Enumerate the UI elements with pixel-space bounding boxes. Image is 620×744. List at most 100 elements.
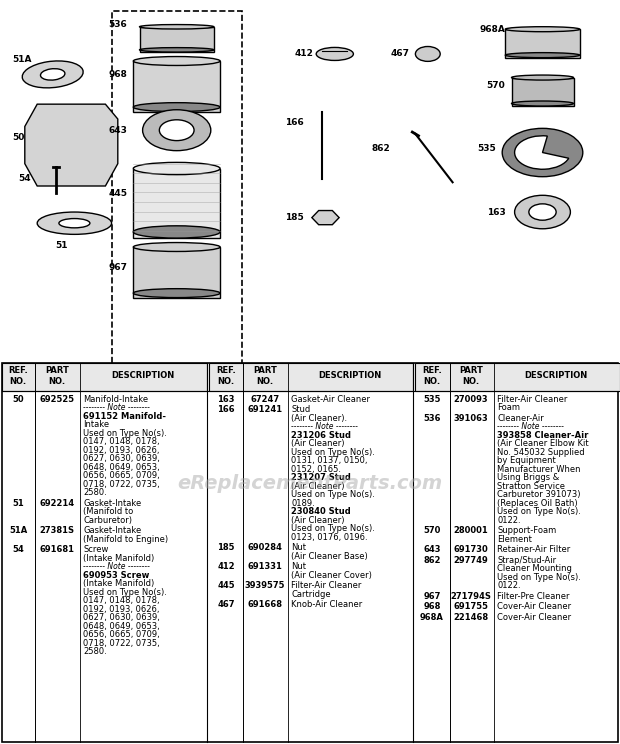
Bar [415, 363, 620, 391]
Text: 968: 968 [423, 603, 441, 612]
Text: -------- Note --------: -------- Note -------- [291, 423, 358, 432]
Text: 570: 570 [423, 527, 441, 536]
Text: (Air Cleaner).: (Air Cleaner). [291, 414, 347, 423]
Ellipse shape [37, 212, 112, 234]
Text: REF.
NO.: REF. NO. [216, 366, 236, 385]
Text: 185: 185 [217, 543, 235, 552]
Text: (Manifold to: (Manifold to [83, 507, 133, 516]
Text: 0123, 0176, 0196.: 0123, 0176, 0196. [291, 533, 368, 542]
Text: DESCRIPTION: DESCRIPTION [112, 371, 175, 380]
Text: 0122.: 0122. [497, 516, 521, 525]
Text: Support-Foam: Support-Foam [497, 527, 556, 536]
Text: Element: Element [497, 535, 532, 544]
Ellipse shape [512, 101, 574, 106]
Ellipse shape [140, 48, 214, 52]
Text: PART
NO.: PART NO. [459, 366, 483, 385]
Text: 230840 Stud: 230840 Stud [291, 507, 351, 516]
Text: PART
NO.: PART NO. [45, 366, 69, 385]
Text: Used on Type No(s).: Used on Type No(s). [497, 573, 581, 582]
Text: 393858 Cleaner-Air: 393858 Cleaner-Air [497, 431, 588, 440]
Text: 536: 536 [108, 19, 127, 29]
Text: Cleaner-Air: Cleaner-Air [497, 414, 544, 423]
Text: 0131, 0137, 0150,: 0131, 0137, 0150, [291, 456, 368, 466]
Text: 690284: 690284 [247, 543, 283, 552]
Text: 968: 968 [108, 70, 127, 79]
Text: Cover-Air Cleaner: Cover-Air Cleaner [497, 613, 571, 622]
Text: 692214: 692214 [40, 499, 74, 508]
Text: Used on Type No(s).: Used on Type No(s). [497, 507, 581, 516]
Text: 0627, 0630, 0639,: 0627, 0630, 0639, [83, 455, 160, 464]
Text: 67247: 67247 [250, 395, 280, 404]
Text: Used on Type No(s).: Used on Type No(s). [83, 588, 167, 597]
Text: 271794S: 271794S [451, 592, 492, 601]
Text: 862: 862 [423, 556, 441, 565]
Text: Manufacturer When: Manufacturer When [497, 465, 580, 474]
Text: (Air Cleaner Elbow Kit: (Air Cleaner Elbow Kit [497, 440, 588, 449]
Text: 691331: 691331 [247, 562, 283, 571]
Text: Nut: Nut [291, 562, 306, 571]
Text: 231206 Stud: 231206 Stud [291, 431, 351, 440]
Text: 0627, 0630, 0639,: 0627, 0630, 0639, [83, 614, 160, 623]
Text: (Intake Manifold): (Intake Manifold) [83, 580, 154, 589]
Text: 270093: 270093 [454, 395, 489, 404]
FancyBboxPatch shape [133, 247, 220, 298]
Text: 570: 570 [487, 81, 505, 90]
Text: 412: 412 [294, 49, 313, 59]
Ellipse shape [512, 75, 574, 80]
Text: 862: 862 [372, 144, 391, 153]
Text: 280001: 280001 [454, 527, 489, 536]
Text: (Air Cleaner): (Air Cleaner) [291, 516, 345, 525]
Text: Nut: Nut [291, 543, 306, 552]
FancyBboxPatch shape [133, 61, 220, 112]
Ellipse shape [505, 53, 580, 57]
Text: DESCRIPTION: DESCRIPTION [319, 371, 382, 380]
Text: 643: 643 [108, 126, 127, 135]
Text: 691668: 691668 [247, 600, 283, 609]
Text: Used on Type No(s).: Used on Type No(s). [291, 525, 375, 533]
Text: Used on Type No(s).: Used on Type No(s). [83, 429, 167, 438]
Ellipse shape [133, 289, 220, 298]
Text: 0192, 0193, 0626,: 0192, 0193, 0626, [83, 446, 159, 455]
Text: 691241: 691241 [247, 405, 283, 414]
Text: Using Briggs &: Using Briggs & [497, 473, 559, 482]
Text: 467: 467 [390, 49, 409, 59]
Text: 0718, 0722, 0735,: 0718, 0722, 0735, [83, 480, 160, 489]
Text: 0192, 0193, 0626,: 0192, 0193, 0626, [83, 605, 159, 614]
Text: 692525: 692525 [40, 395, 74, 404]
Text: 166: 166 [285, 118, 304, 127]
Text: 54: 54 [19, 174, 31, 183]
Text: DESCRIPTION: DESCRIPTION [525, 371, 588, 380]
Text: 535: 535 [423, 395, 441, 404]
Text: 445: 445 [217, 581, 235, 591]
Wedge shape [515, 136, 569, 169]
Ellipse shape [133, 225, 220, 238]
Text: -------- Note --------: -------- Note -------- [83, 403, 150, 412]
Text: 968A: 968A [479, 25, 505, 34]
Wedge shape [502, 128, 583, 177]
Text: 391063: 391063 [454, 414, 489, 423]
Ellipse shape [40, 68, 65, 80]
Polygon shape [312, 211, 339, 225]
Text: 536: 536 [423, 414, 441, 423]
Bar [209, 363, 413, 391]
FancyBboxPatch shape [133, 169, 220, 238]
Text: 0147, 0148, 0178,: 0147, 0148, 0178, [83, 597, 159, 606]
Text: Used on Type No(s).: Used on Type No(s). [291, 448, 375, 457]
Text: 2580.: 2580. [83, 647, 107, 656]
Text: Strap/Stud-Air: Strap/Stud-Air [497, 556, 556, 565]
Text: 0718, 0722, 0735,: 0718, 0722, 0735, [83, 639, 160, 648]
Text: 0648, 0649, 0653,: 0648, 0649, 0653, [83, 622, 160, 631]
Text: 50: 50 [12, 395, 24, 404]
Bar [2, 363, 207, 391]
Text: 166: 166 [217, 405, 235, 414]
Ellipse shape [133, 243, 220, 251]
Text: (Air Cleaner Base): (Air Cleaner Base) [291, 552, 368, 561]
Text: 50: 50 [12, 133, 25, 142]
Text: 3939575: 3939575 [245, 581, 285, 591]
Text: 163: 163 [217, 395, 235, 404]
Text: Foam: Foam [497, 403, 520, 412]
FancyBboxPatch shape [140, 27, 214, 52]
Text: (Replaces Oil Bath): (Replaces Oil Bath) [497, 499, 578, 508]
Circle shape [515, 195, 570, 228]
Polygon shape [25, 104, 118, 186]
